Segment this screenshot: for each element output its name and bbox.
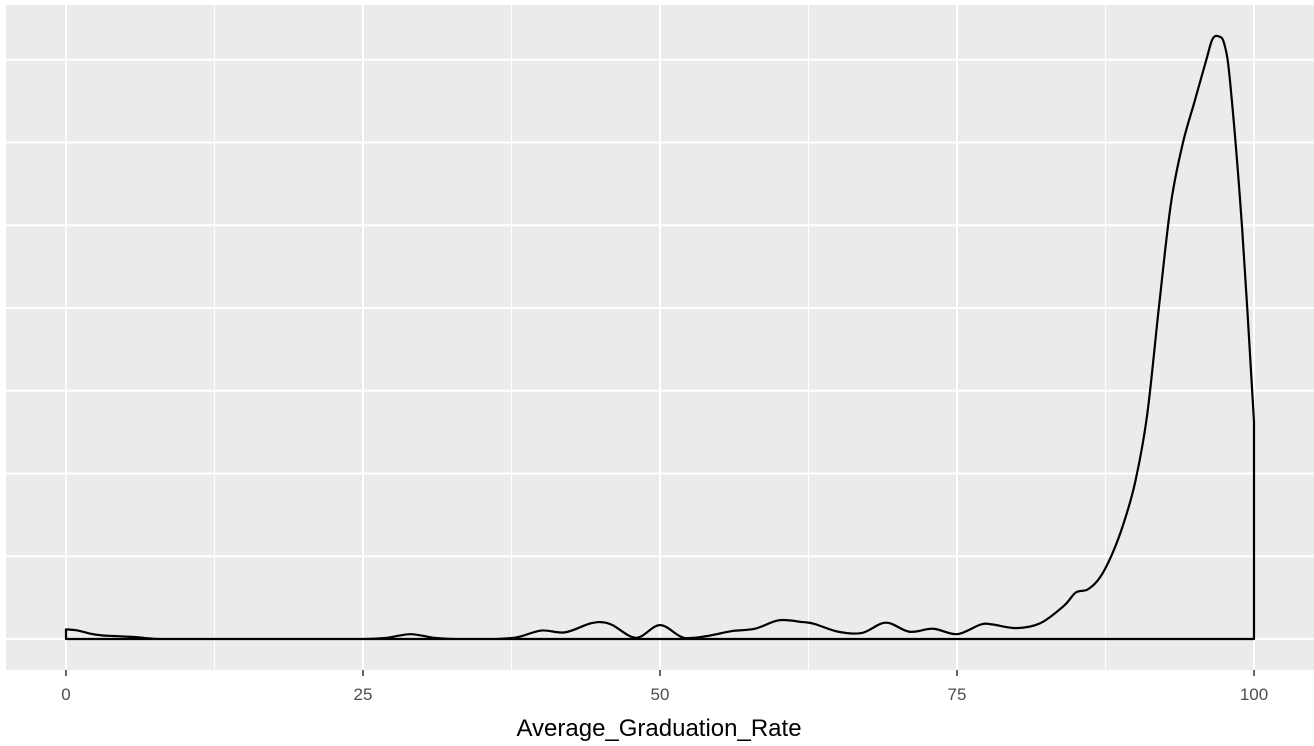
minor-x-gridlines [214, 5, 1106, 670]
x-axis-title: Average_Graduation_Rate [516, 715, 801, 742]
x-tick-label-100: 100 [1240, 685, 1268, 704]
x-tick-label-50: 50 [651, 685, 670, 704]
x-tick-label-75: 75 [948, 685, 967, 704]
x-tick-label-25: 25 [354, 685, 373, 704]
density-curve [64, 34, 1256, 641]
major-x-gridlines [65, 5, 1255, 670]
x-tick-label-0: 0 [61, 685, 70, 704]
x-axis-tick-labels: 0 25 50 75 100 [61, 685, 1268, 704]
x-axis-ticks [65, 670, 1255, 676]
